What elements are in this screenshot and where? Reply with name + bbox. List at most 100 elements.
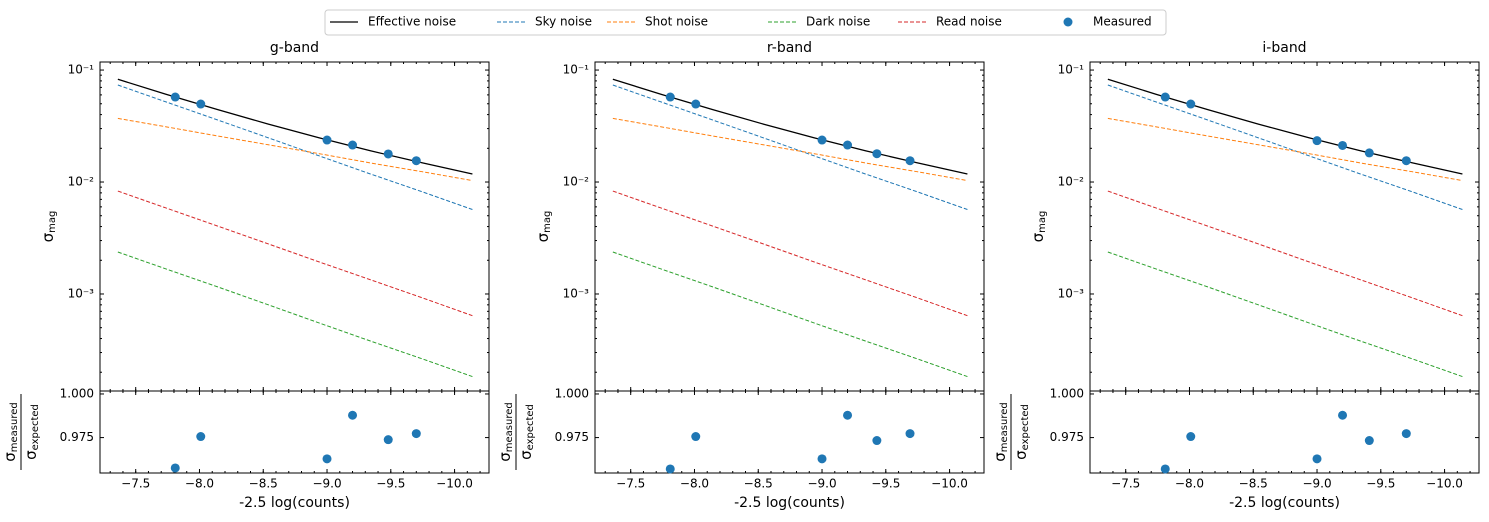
y-tick-label: 10⁻¹ [1058,63,1085,77]
x-tick-label: −9.5 [376,477,405,491]
noise-line [1107,117,1463,182]
measured-point [691,99,701,109]
x-tick-label: −8.5 [744,477,773,491]
x-tick-label: −9.0 [312,477,341,491]
noise-line [1107,251,1463,378]
measured-point [1312,136,1322,146]
ratio-label-den-symbol: σ [1012,450,1030,460]
ratio-label-num-symbol: σ [496,452,514,462]
ratio-frame [594,390,985,474]
legend-box [324,9,1167,36]
ratio-label-num-symbol: σ [1,452,19,462]
legend-label: Measured [1093,15,1152,29]
measured-point [411,156,421,166]
ratio-label-num-sub: measured [999,402,1010,452]
ratio-frame [1089,390,1480,474]
ratio-point [170,463,180,473]
measured-point [1186,99,1196,109]
y-axis-label: σmag [1029,211,1049,243]
y-tick-label: 10⁻³ [68,286,95,300]
y-tick-label: 10⁻¹ [563,63,590,77]
ratio-point [691,432,701,442]
x-tick-label: −7.5 [121,477,150,491]
measured-point [170,92,180,102]
measured-point [322,135,332,145]
y-label-sub: mag [1037,211,1048,233]
ratio-point [817,454,827,464]
y-label-symbol: σ [534,232,552,242]
y-tick-label: 10⁻² [68,175,95,189]
panel-title: i-band [1262,40,1306,56]
y-tick-label: 10⁻³ [1058,286,1085,300]
ratio-point [665,464,675,474]
measured-point [1338,140,1348,150]
ratio-point [383,435,393,445]
ratio-point [1186,432,1196,442]
measured-point [905,156,915,166]
x-tick-label: −8.5 [1239,477,1268,491]
y-tick-label: 10⁻² [563,175,590,189]
ratio-y-tick-label: 1.000 [60,386,94,400]
x-tick-label: −7.5 [616,477,645,491]
y-tick-label: 10⁻³ [563,286,590,300]
ratio-label-den-sub: expected [525,404,536,450]
x-tick-label: −10.0 [436,477,473,491]
noise-line [1107,190,1463,317]
legend-swatch [1063,17,1073,27]
y-tick-label: 10⁻² [1058,175,1085,189]
noise-line [612,117,968,182]
ratio-point [1401,429,1411,439]
ratio-point [1338,410,1348,420]
panel-title: r-band [767,40,812,56]
ratio-y-tick-label: 0.975 [60,430,94,444]
x-axis-label: -2.5 log(counts) [1229,495,1340,511]
measured-point [872,149,882,159]
noise-line [612,190,968,317]
noise-line [117,117,473,182]
legend-label: Effective noise [368,15,456,29]
ratio-point [348,410,358,420]
ratio-point [1364,436,1374,446]
ratio-y-tick-label: 1.000 [555,386,589,400]
x-tick-label: −10.0 [931,477,968,491]
x-tick-label: −8.5 [249,477,278,491]
legend-label: Shot noise [645,15,708,29]
ratio-label-num: σmeasured [496,402,516,461]
noise-line [117,251,473,378]
ratio-point [843,410,853,420]
ratio-y-tick-label: 0.975 [555,430,589,444]
ratio-point [196,432,206,442]
measured-point [1401,156,1411,166]
ratio-point [905,429,915,439]
y-label-sub: mag [47,211,58,233]
ratio-point [322,454,332,464]
x-tick-label: −9.5 [871,477,900,491]
legend-label: Dark noise [806,15,870,29]
ratio-label-den: σexpected [1012,404,1032,460]
x-tick-label: −8.0 [680,477,709,491]
y-label-symbol: σ [1029,232,1047,242]
measured-point [817,135,827,145]
legend-label: Read noise [936,15,1002,29]
y-label-sub: mag [542,211,553,233]
panel-title: g-band [270,40,319,56]
ratio-label-num: σmeasured [991,402,1011,461]
x-tick-label: −9.0 [1302,477,1331,491]
ratio-label-num: σmeasured [1,402,21,461]
noise-line [612,84,968,210]
measured-point [196,99,206,109]
y-tick-label: 10⁻¹ [68,63,95,77]
measured-point [1160,92,1170,102]
legend-label: Sky noise [535,15,592,29]
x-tick-label: −9.0 [807,477,836,491]
measured-point [665,92,675,102]
y-axis-label: σmag [534,211,554,243]
ratio-label-den-symbol: σ [517,450,535,460]
ratio-point [1312,454,1322,464]
ratio-point [1160,464,1170,474]
